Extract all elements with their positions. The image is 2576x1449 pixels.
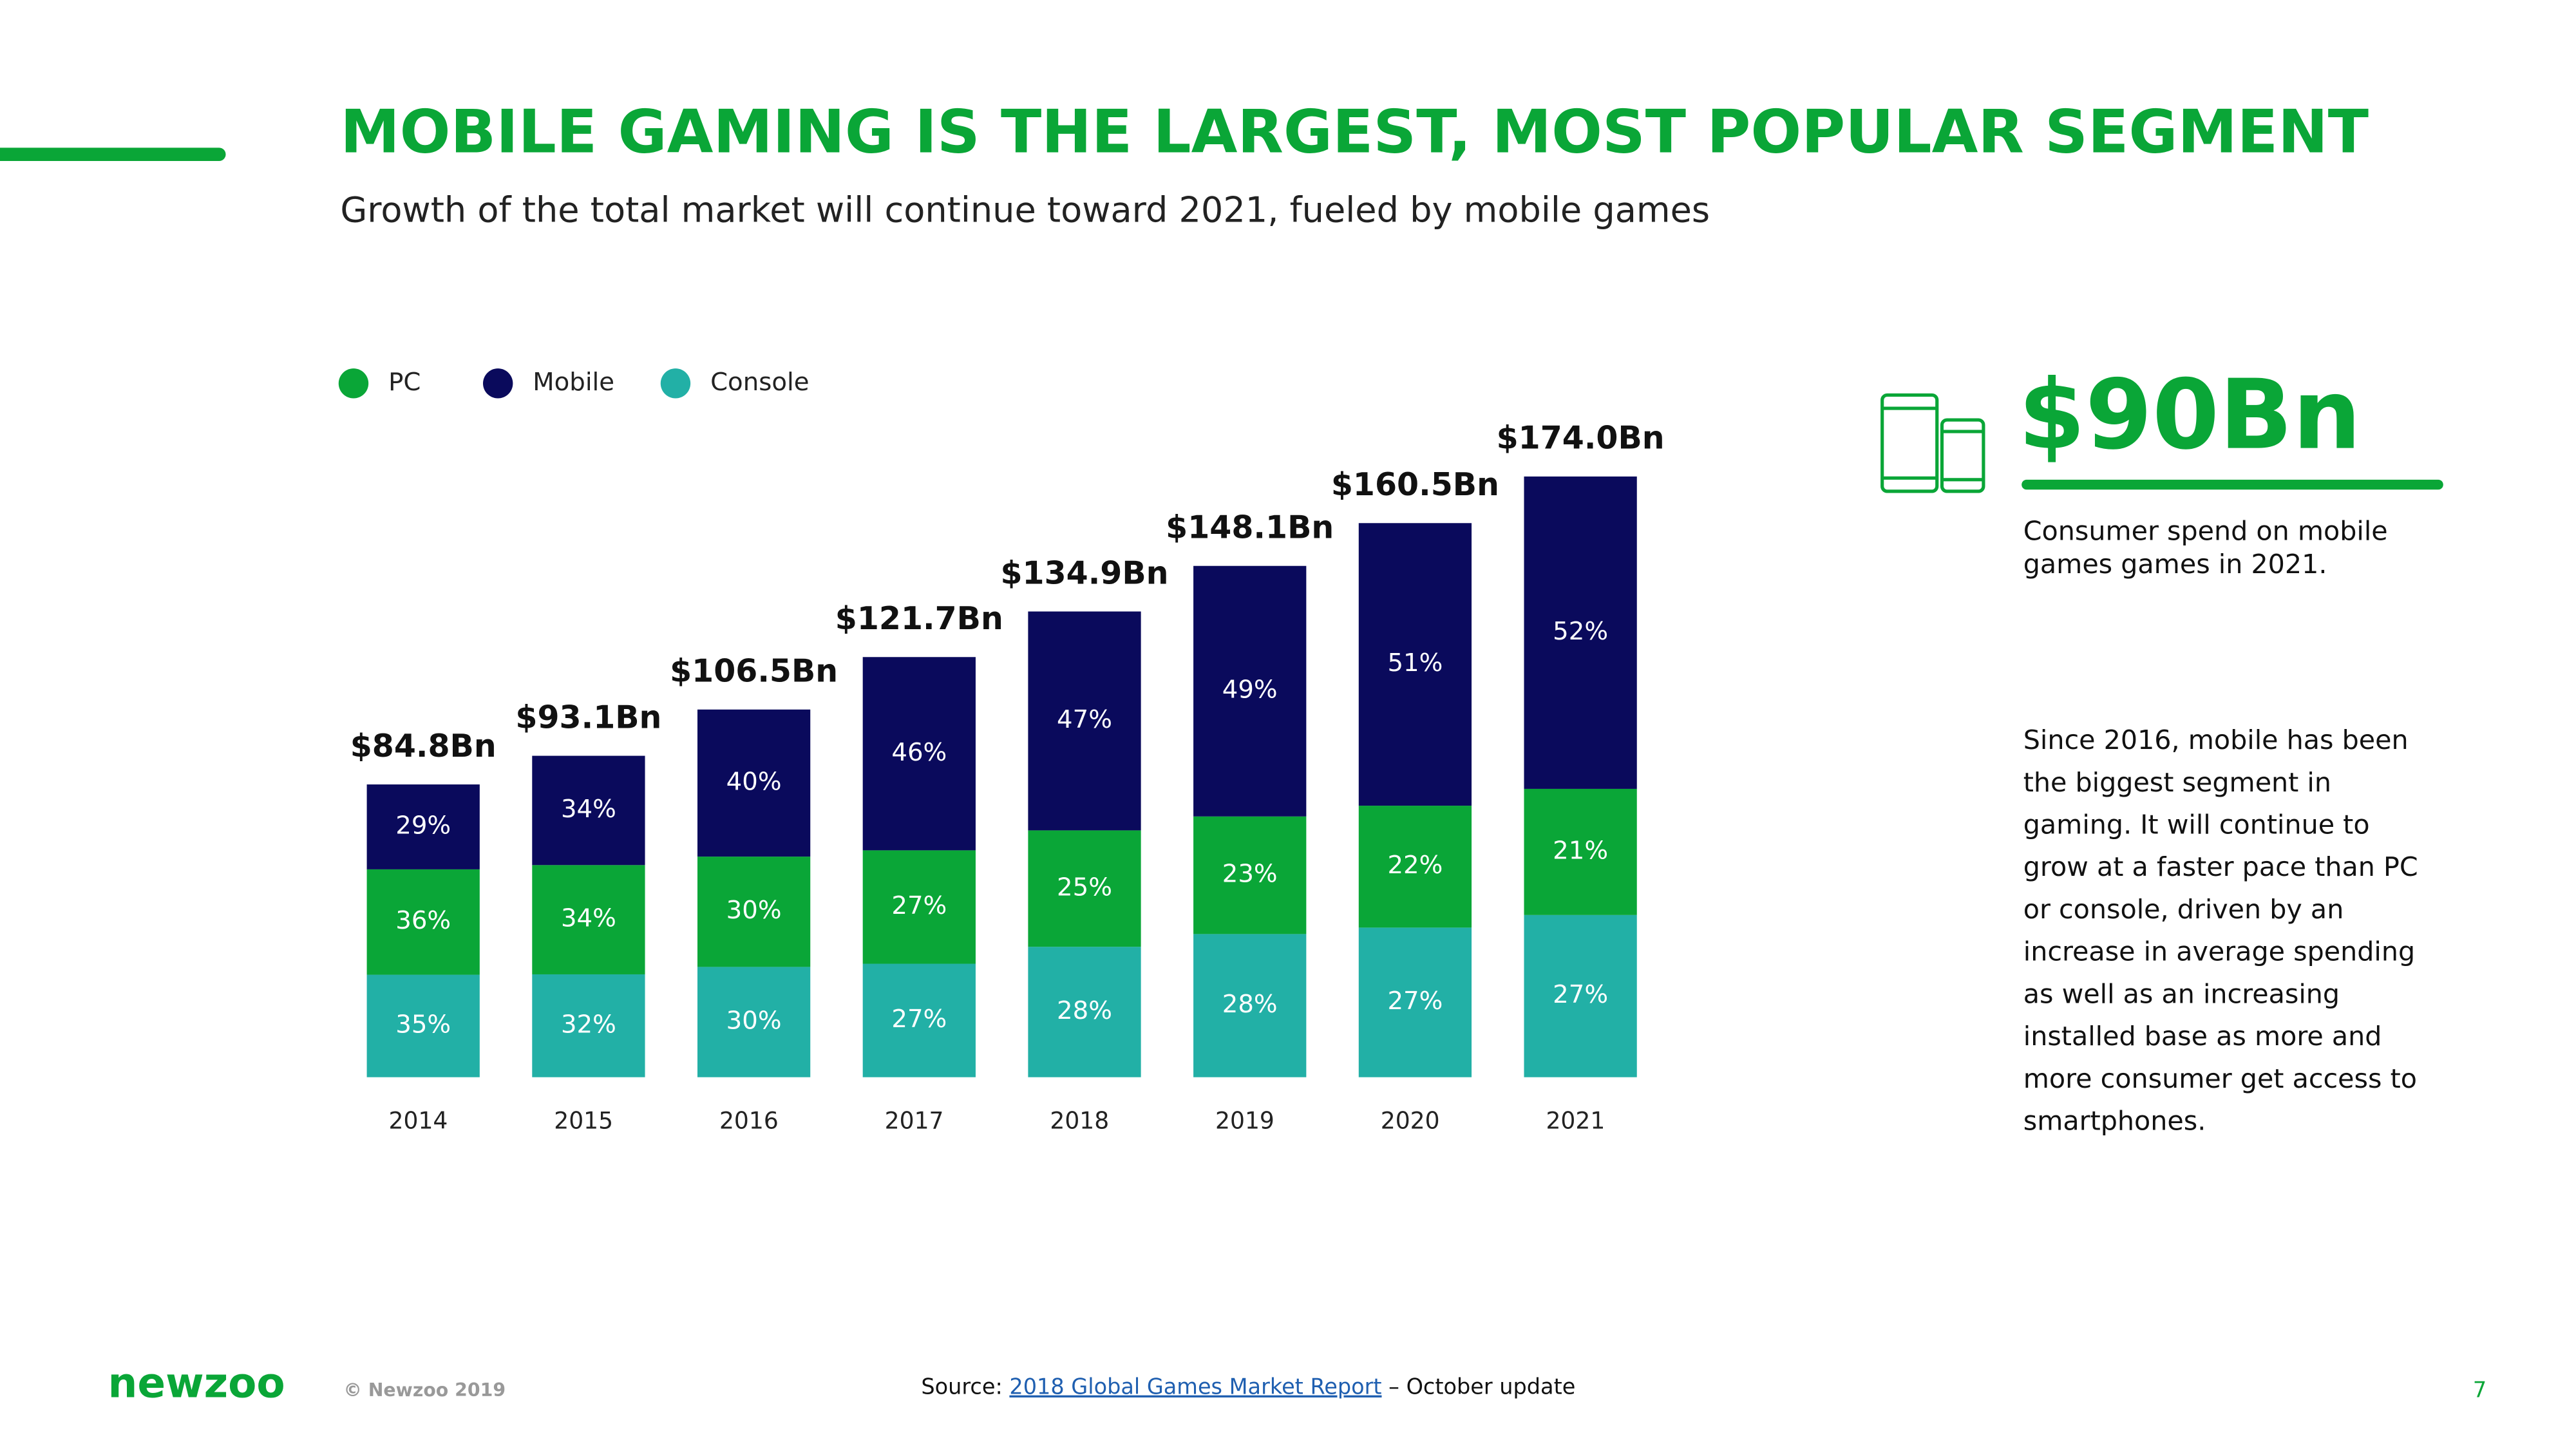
segment-label: 27% [891,1005,947,1034]
segment-label: 36% [395,906,451,935]
x-tick-label: 2014 [389,1107,448,1134]
chart: PC Mobile Console 35% 36% 29% $84.8Bn 2014 32% 34… [338,368,1665,1134]
bar-segment [532,755,645,866]
bar-segment [366,974,480,1077]
bar-segment [1193,934,1307,1077]
bar-segment [862,963,976,1077]
bar-segment [1028,611,1141,831]
segment-label: 35% [395,1010,451,1039]
x-tick-label: 2019 [1215,1107,1274,1134]
paragraph-line: smartphones. [2023,1106,2206,1137]
total-label: $93.1Bn [515,699,661,735]
segment-label: 28% [1057,996,1112,1025]
legend-swatch [338,368,369,399]
bar-segment [862,657,976,851]
legend-label: Mobile [533,368,614,397]
source-suffix: – October update [1382,1374,1576,1399]
segment-label: 28% [1222,990,1278,1019]
source: Source: 2018 Global Games Market Report … [921,1374,1575,1399]
bar-segment [862,850,976,964]
total-label: $106.5Bn [670,653,838,690]
title: MOBILE GAMING IS THE LARGEST, MOST POPUL… [340,97,2369,167]
paragraph-line: grow at a faster pace than PC [2023,851,2418,882]
bar-segment [366,784,480,869]
bar-segment [1524,476,1637,789]
x-tick-label: 2015 [554,1107,613,1134]
segment-label: 34% [561,904,616,933]
segment-label: 25% [1057,873,1112,902]
segment-label: 27% [1387,987,1443,1016]
phone-icon [1880,393,1985,493]
bar-segment [1193,816,1307,934]
paragraph-line: as well as an increasing [2023,978,2340,1009]
segment-label: 23% [1222,860,1278,889]
bar-segment [1028,830,1141,947]
segment-label: 51% [1387,649,1443,677]
bar-segment [532,974,645,1077]
paragraph-line: Since 2016, mobile has been [2023,724,2409,755]
paragraph-line: more consumer get access to [2023,1063,2417,1094]
segment-label: 49% [1222,676,1278,705]
segment-label: 27% [1553,980,1608,1009]
total-label: $148.1Bn [1166,509,1334,546]
bar-segment [1358,806,1472,928]
paragraph-line: the biggest segment in [2023,767,2331,798]
page-number: 7 [2473,1377,2486,1402]
legend-label: Console [710,368,809,397]
segment-label: 22% [1387,851,1443,880]
paragraph-line: gaming. It will continue to [2023,810,2370,840]
segment-label: 27% [891,891,947,920]
segment-label: 30% [726,896,782,925]
paragraph-line: or console, driven by an [2023,894,2344,925]
bar-segment [532,865,645,974]
segment-label: 47% [1057,705,1112,734]
stat: $90Bn [2018,359,2361,471]
source-prefix: Source: [921,1374,1009,1399]
bar-segment [1524,914,1637,1077]
bar-segment [1358,927,1472,1077]
segment-label: 40% [726,767,782,796]
legend-label: PC [388,368,421,397]
x-tick-label: 2017 [885,1107,944,1134]
paragraph-line: installed base as more and [2023,1021,2382,1052]
bar-segment [697,709,811,857]
segment-label: 46% [891,738,947,767]
total-label: $160.5Bn [1331,466,1499,503]
x-tick-label: 2020 [1381,1107,1440,1134]
legend-swatch [483,368,513,399]
segment-label: 34% [561,795,616,824]
total-label: $84.8Bn [350,728,497,764]
segment-label: 30% [726,1007,782,1036]
total-label: $134.9Bn [1000,554,1168,591]
paragraph-line: increase in average spending [2023,936,2415,967]
x-tick-label: 2021 [1546,1107,1605,1134]
stat-caption: Consumer spend on mobile [2023,515,2388,546]
segment-label: 29% [395,811,451,840]
source-link[interactable]: 2018 Global Games Market Report [1009,1374,1381,1399]
bar-segment [1524,788,1637,915]
bar-segment [1358,523,1472,806]
subtitle: Growth of the total market will continue… [340,190,1710,231]
bar-segment [697,857,811,967]
bar-segment [1193,565,1307,817]
total-label: $121.7Bn [835,600,1003,637]
segment-label: 52% [1553,617,1608,646]
segment-label: 21% [1553,836,1608,865]
legend-swatch [660,368,691,399]
segment-label: 32% [561,1010,616,1039]
logo: newzoo [108,1359,285,1408]
bar-segment [366,869,480,975]
copyright: © Newzoo 2019 [344,1379,506,1401]
bar-segment [1028,947,1141,1077]
x-tick-label: 2018 [1050,1107,1109,1134]
x-tick-label: 2016 [719,1107,779,1134]
bar-segment [697,967,811,1077]
stat-caption: games games in 2021. [2023,549,2327,580]
total-label: $174.0Bn [1497,420,1665,457]
